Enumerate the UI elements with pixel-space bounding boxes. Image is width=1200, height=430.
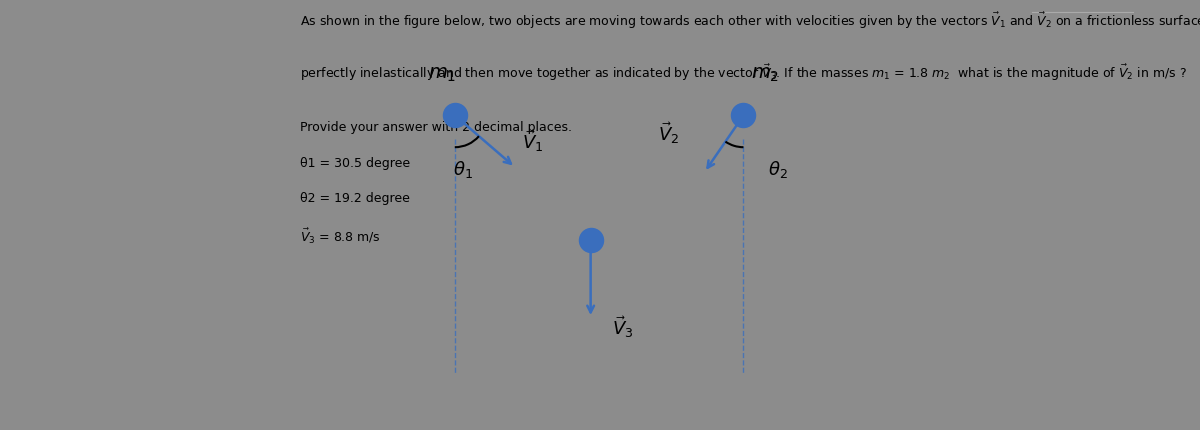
Text: $\vec{V}_3$ = 8.8 m/s: $\vec{V}_3$ = 8.8 m/s (300, 226, 382, 245)
Text: perfectly inelastically and then move together as indicated by the vector $\vec{: perfectly inelastically and then move to… (300, 62, 1187, 83)
Text: $m_1$: $m_1$ (428, 65, 456, 84)
Text: $\vec{V}_3$: $\vec{V}_3$ (612, 314, 634, 340)
Text: $\vec{V}_2$: $\vec{V}_2$ (658, 120, 679, 146)
Text: θ2 = 19.2 degree: θ2 = 19.2 degree (300, 191, 410, 204)
Text: Provide your answer with 2 decimal places.: Provide your answer with 2 decimal place… (300, 120, 572, 133)
Point (445, 113, 464, 120)
Point (581, 237, 600, 244)
Text: $\theta_2$: $\theta_2$ (768, 159, 787, 180)
Text: θ1 = 30.5 degree: θ1 = 30.5 degree (300, 157, 410, 170)
Text: $\theta_1$: $\theta_1$ (454, 159, 473, 180)
Point (734, 113, 754, 120)
Text: $\vec{V}_1$: $\vec{V}_1$ (522, 127, 544, 153)
Text: As shown in the figure below, two objects are moving towards each other with vel: As shown in the figure below, two object… (300, 11, 1200, 31)
Text: $m_2$: $m_2$ (750, 65, 779, 84)
